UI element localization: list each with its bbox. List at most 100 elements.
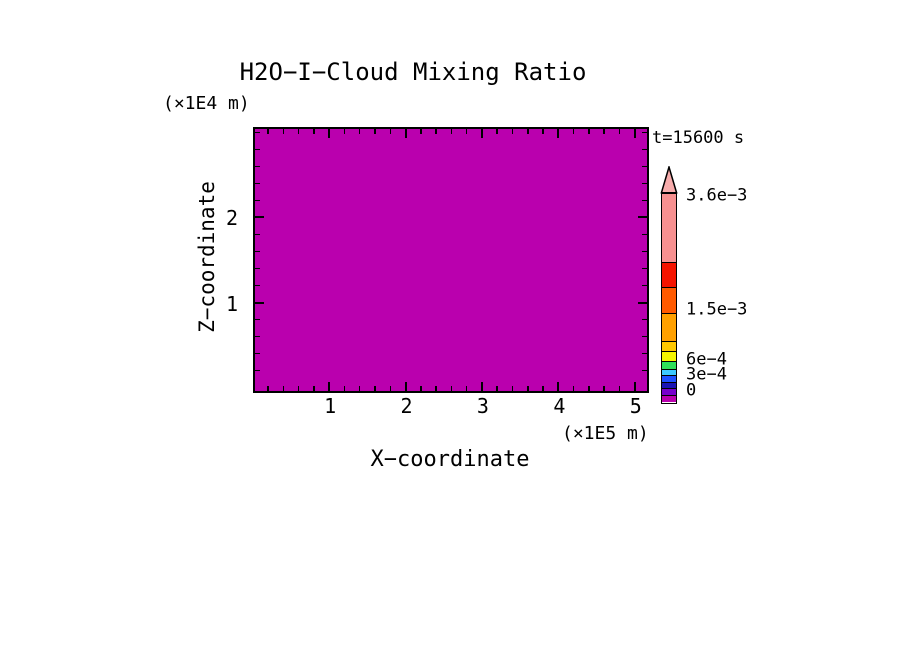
minor-z-axis-tick-right <box>642 352 647 355</box>
minor-x-axis-tick-top <box>496 129 498 134</box>
minor-x-axis-tick-top <box>542 129 544 134</box>
x-axis-tick-label: 2 <box>400 394 413 418</box>
minor-x-axis-tick-top <box>588 129 590 134</box>
minor-x-axis-tick-top <box>527 129 529 134</box>
minor-z-axis-tick-left <box>255 250 260 253</box>
minor-z-axis-tick-right <box>642 250 647 253</box>
minor-z-axis-tick-left <box>255 233 260 236</box>
z-axis-tick-label: 1 <box>225 291 238 316</box>
minor-z-axis-tick-right <box>642 199 647 202</box>
colorbar-segment <box>662 375 676 382</box>
minor-z-axis-tick-right <box>642 318 647 321</box>
minor-x-axis-tick-bottom <box>282 386 285 391</box>
x-axis-tick-label: 1 <box>324 394 337 418</box>
minor-x-axis-tick-top <box>618 129 621 134</box>
plot-area <box>253 127 649 393</box>
minor-x-axis-tick-top <box>465 129 468 134</box>
minor-x-axis-tick-bottom <box>511 386 514 391</box>
major-x-axis-tick-bottom <box>633 382 636 391</box>
minor-x-axis-tick-bottom <box>343 386 346 391</box>
minor-z-axis-tick-right <box>642 165 647 168</box>
minor-z-axis-tick-right <box>642 369 647 372</box>
major-x-axis-tick-bottom <box>557 382 560 391</box>
minor-z-axis-tick-left <box>255 267 260 270</box>
colorbar-segment <box>662 287 676 313</box>
colorbar-tick-label: 1.5e−3 <box>686 299 748 320</box>
z-axis-tick-label: 2 <box>225 206 238 231</box>
minor-x-axis-tick-bottom <box>496 386 498 391</box>
colorbar-segment <box>662 262 676 287</box>
minor-x-axis-tick-top <box>420 129 422 134</box>
x-axis-tick-label: 5 <box>629 394 642 418</box>
z-axis-units-label: (×1E4 m) <box>163 93 250 114</box>
x-axis-tick-label: 4 <box>553 394 566 418</box>
colorbar-segment <box>662 313 676 341</box>
minor-x-axis-tick-bottom <box>588 386 590 391</box>
minor-x-axis-tick-bottom <box>420 386 422 391</box>
minor-z-axis-tick-left <box>255 131 260 134</box>
colorbar-tick-label: 3e−4 <box>686 364 727 385</box>
minor-x-axis-tick-bottom <box>450 386 453 391</box>
major-z-axis-tick-left <box>255 301 264 304</box>
minor-x-axis-tick-top <box>267 129 269 134</box>
major-x-axis-tick-top <box>633 129 636 138</box>
major-x-axis-tick-bottom <box>404 382 407 391</box>
minor-x-axis-tick-bottom <box>527 386 529 391</box>
major-x-axis-tick-bottom <box>328 382 331 391</box>
x-axis-title: X−coordinate <box>370 447 530 472</box>
minor-x-axis-tick-bottom <box>389 386 391 391</box>
minor-x-axis-tick-bottom <box>572 386 575 391</box>
minor-x-axis-tick-bottom <box>313 386 315 391</box>
colorbar-segment <box>662 361 676 369</box>
major-z-axis-tick-left <box>255 216 264 219</box>
minor-z-axis-tick-left <box>255 369 260 372</box>
colorbar-segment <box>662 341 676 351</box>
minor-x-axis-tick-top <box>572 129 575 134</box>
minor-z-axis-tick-right <box>642 284 647 287</box>
chart-title: H2O−I−Cloud Mixing Ratio <box>239 58 587 86</box>
minor-z-axis-tick-left <box>255 284 260 287</box>
colorbar-segment <box>662 395 676 402</box>
colorbar-segment <box>662 351 676 361</box>
minor-z-axis-tick-left <box>255 335 260 338</box>
minor-x-axis-tick-top <box>435 129 437 134</box>
minor-x-axis-tick-top <box>511 129 514 134</box>
minor-x-axis-tick-bottom <box>542 386 544 391</box>
minor-x-axis-tick-bottom <box>267 386 269 391</box>
x-axis-units-label: (×1E5 m) <box>562 423 649 444</box>
major-z-axis-tick-right <box>638 301 647 304</box>
minor-z-axis-tick-right <box>642 335 647 338</box>
colorbar-tick-label: 6e−4 <box>686 349 727 370</box>
colorbar-segment <box>662 194 676 262</box>
major-x-axis-tick-top <box>480 129 483 138</box>
colorbar-segment <box>662 382 676 388</box>
minor-z-axis-tick-left <box>255 182 260 185</box>
minor-z-axis-tick-left <box>255 318 260 321</box>
minor-z-axis-tick-left <box>255 199 260 202</box>
minor-x-axis-tick-bottom <box>358 386 361 391</box>
colorbar-overflow-arrow-icon <box>660 166 678 194</box>
minor-x-axis-tick-top <box>374 129 376 134</box>
major-x-axis-tick-top <box>328 129 331 138</box>
minor-x-axis-tick-bottom <box>297 386 300 391</box>
minor-x-axis-tick-top <box>450 129 453 134</box>
minor-z-axis-tick-right <box>642 182 647 185</box>
minor-x-axis-tick-top <box>313 129 315 134</box>
colorbar-segment <box>662 369 676 375</box>
minor-z-axis-tick-right <box>642 131 647 134</box>
colorbar-segment <box>662 388 676 395</box>
minor-x-axis-tick-top <box>282 129 285 134</box>
minor-z-axis-tick-right <box>642 267 647 270</box>
major-x-axis-tick-top <box>557 129 560 138</box>
major-z-axis-tick-right <box>638 216 647 219</box>
minor-z-axis-tick-right <box>642 233 647 236</box>
colorbar <box>661 193 677 404</box>
minor-z-axis-tick-right <box>642 148 647 151</box>
colorbar-tick-label: 3.6e−3 <box>686 185 748 206</box>
minor-z-axis-tick-left <box>255 352 260 355</box>
major-x-axis-tick-bottom <box>480 382 483 391</box>
major-x-axis-tick-top <box>404 129 407 138</box>
minor-x-axis-tick-top <box>389 129 391 134</box>
minor-x-axis-tick-top <box>297 129 300 134</box>
